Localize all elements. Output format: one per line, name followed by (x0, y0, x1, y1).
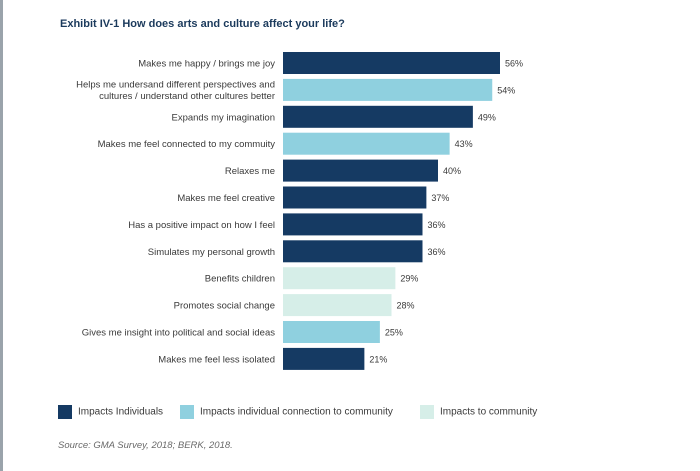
category-label: Expands my imagination (172, 112, 276, 123)
category-label: Gives me insight into political and soci… (82, 328, 276, 339)
value-label: 36% (428, 247, 446, 257)
category-label: Helps me undersand different perspective… (76, 80, 275, 91)
bar (283, 52, 500, 74)
bar (283, 105, 473, 128)
value-label: 29% (400, 274, 418, 284)
chart-title: Exhibit IV-1 How does arts and culture a… (60, 18, 345, 30)
legend-item-community: Impacts to community (420, 405, 537, 419)
value-label: 56% (505, 59, 523, 69)
legend-label-individuals: Impacts Individuals (78, 406, 164, 418)
value-label: 40% (443, 166, 461, 176)
value-label: 25% (385, 328, 403, 338)
category-label: cultures / understand other cultures bet… (99, 91, 275, 102)
bar (283, 159, 438, 182)
legend-swatch-community (420, 405, 434, 419)
value-label: 37% (431, 193, 449, 203)
category-label: Promotes social change (174, 301, 275, 312)
category-label: Simulates my personal growth (148, 247, 275, 258)
bar (283, 78, 493, 101)
left-rule (0, 0, 3, 471)
bar (283, 267, 396, 290)
value-label: 54% (497, 85, 515, 95)
source-note: Source: GMA Survey, 2018; BERK, 2018. (58, 440, 233, 451)
bar (283, 321, 380, 343)
value-label: 21% (369, 354, 387, 364)
legend-item-connection: Impacts individual connection to communi… (180, 405, 393, 419)
value-label: 28% (397, 301, 415, 311)
value-label: 43% (455, 139, 473, 149)
category-label: Has a positive impact on how I feel (128, 220, 275, 231)
legend-item-individuals: Impacts Individuals (58, 405, 163, 419)
bar (283, 213, 423, 236)
category-label: Benefits children (205, 274, 275, 285)
legend-label-connection: Impacts individual connection to communi… (200, 406, 393, 418)
category-label: Relaxes me (225, 166, 275, 177)
legend-label-community: Impacts to community (440, 406, 538, 418)
bar (283, 240, 423, 263)
category-label: Makes me feel less isolated (158, 354, 275, 365)
legend-swatch-connection (180, 405, 194, 419)
legend-swatch-individuals (58, 405, 72, 419)
bar-chart: 56% Makes me happy / brings me joy 54% Help… (76, 52, 523, 370)
category-label: Makes me feel creative (177, 193, 275, 204)
category-label: Makes me feel connected to my commuity (98, 139, 276, 150)
bar (283, 186, 427, 209)
value-label: 49% (478, 112, 496, 122)
value-label: 36% (428, 220, 446, 230)
category-label: Makes me happy / brings me joy (138, 59, 275, 70)
bar (283, 132, 450, 155)
bar (283, 294, 392, 317)
bar (283, 347, 365, 370)
